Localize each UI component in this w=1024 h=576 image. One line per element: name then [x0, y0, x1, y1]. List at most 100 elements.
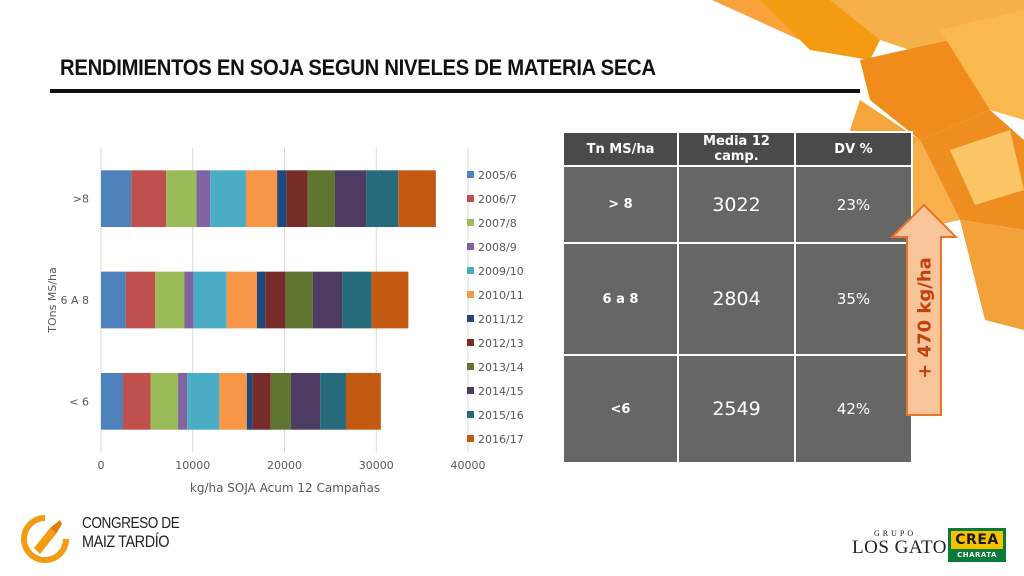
x-axis-label: kg/ha SOJA Acum 12 Campañas: [190, 481, 380, 495]
bar-segment: [184, 271, 194, 329]
row-mean: 2549: [677, 354, 796, 464]
table-row: 6 a 8 2804 35%: [562, 242, 913, 356]
legend-swatch: [467, 435, 474, 442]
bar-segment: [334, 170, 367, 228]
bar-segment: [265, 271, 286, 329]
legend-label: 2006/7: [478, 193, 517, 206]
crea-logo: CREA CHARATA: [948, 528, 1006, 562]
bar-segment: [286, 170, 308, 228]
bar-segment: [252, 372, 271, 430]
legend-swatch: [467, 315, 474, 322]
los-gatos-logo: LOS GATOS: [852, 537, 959, 558]
table-header-cell: Media 12 camp.: [677, 131, 796, 167]
summary-table: Tn MS/ha Media 12 camp. DV % > 8 3022 23…: [562, 131, 913, 464]
legend-label: 2014/15: [478, 385, 524, 398]
row-dv: 35%: [794, 242, 913, 356]
x-tick-label: 10000: [175, 459, 210, 472]
bar-segment: [270, 372, 291, 430]
bar-segment: [131, 170, 167, 228]
legend-swatch: [467, 243, 474, 250]
corn-logo-icon: [21, 515, 69, 563]
category-label: < 6: [69, 395, 89, 408]
bar-segment: [277, 170, 287, 228]
row-mean: 2804: [677, 242, 796, 356]
bar-segment: [307, 170, 335, 228]
legend-label: 2013/14: [478, 361, 524, 374]
bar-segment: [290, 372, 321, 430]
bar-segment: [320, 372, 346, 430]
table-header-cell: Tn MS/ha: [562, 131, 679, 167]
grupo-label: GRUPO: [874, 529, 917, 538]
legend-swatch: [467, 195, 474, 202]
legend-swatch: [467, 411, 474, 418]
crea-logo-text: CREA: [951, 531, 1003, 549]
legend-label: 2012/13: [478, 337, 524, 350]
bar-segment: [285, 271, 313, 329]
row-level: 6 a 8: [562, 242, 679, 356]
bar-segment: [371, 271, 409, 329]
bar-segment: [226, 271, 257, 329]
legend-label: 2009/10: [478, 265, 524, 278]
bar-segment: [345, 372, 381, 430]
bar-segment: [256, 271, 266, 329]
bar-segment: [101, 271, 126, 329]
x-tick-label: 0: [98, 459, 105, 472]
legend-label: 2015/16: [478, 409, 524, 422]
bar-segment: [342, 271, 372, 329]
row-dv: 42%: [794, 354, 913, 464]
bar-segment: [166, 170, 197, 228]
bar-segment: [246, 372, 253, 430]
bar-segment: [150, 372, 179, 430]
legend-label: 2010/11: [478, 289, 524, 302]
logo-line-1: CONGRESO DE: [82, 515, 180, 532]
bar-segment: [245, 170, 278, 228]
legend-swatch: [467, 339, 474, 346]
bar-segment: [398, 170, 436, 228]
legend-label: 2005/6: [478, 169, 517, 182]
table-row: > 8 3022 23%: [562, 165, 913, 244]
bar-segment: [123, 372, 151, 430]
title-underline: [50, 89, 860, 93]
charata-label: CHARATA: [957, 551, 997, 559]
bar-segment: [219, 372, 247, 430]
row-level: <6: [562, 354, 679, 464]
table-header-cell: DV %: [794, 131, 913, 167]
bar-segment: [101, 372, 124, 430]
legend-swatch: [467, 387, 474, 394]
slide-title: RENDIMIENTOS EN SOJA SEGUN NIVELES DE MA…: [60, 55, 656, 80]
bar-segment: [178, 372, 188, 430]
bar-segment: [101, 170, 132, 228]
logo-line-2: MAIZ TARDÍO: [82, 532, 170, 551]
x-tick-label: 40000: [451, 459, 486, 472]
legend-swatch: [467, 291, 474, 298]
row-mean: 3022: [677, 165, 796, 244]
x-tick-label: 30000: [359, 459, 394, 472]
legend-swatch: [467, 267, 474, 274]
congreso-logo: CONGRESO DE MAIZ TARDÍO: [20, 512, 190, 564]
bar-segment: [210, 170, 246, 228]
up-arrow-icon: [890, 203, 958, 416]
legend-swatch: [467, 171, 474, 178]
yield-difference-label: + 470 kg/ha: [914, 257, 936, 379]
row-dv: 23%: [794, 165, 913, 244]
bar-segment: [312, 271, 343, 329]
bar-segment: [193, 271, 227, 329]
bar-segment: [155, 271, 185, 329]
x-tick-label: 20000: [267, 459, 302, 472]
bar-segment: [366, 170, 399, 228]
legend-label: 2008/9: [478, 241, 517, 254]
category-label: >8: [73, 193, 89, 206]
legend-swatch: [467, 219, 474, 226]
legend-label: 2016/17: [478, 433, 524, 446]
bar-segment: [187, 372, 220, 430]
y-axis-label: TOns MS/ha: [46, 267, 59, 333]
legend-label: 2007/8: [478, 217, 517, 230]
bar-segment: [196, 170, 211, 228]
bar-segment: [125, 271, 156, 329]
legend-swatch: [467, 363, 474, 370]
category-label: 6 A 8: [60, 294, 89, 307]
table-row: <6 2549 42%: [562, 354, 913, 464]
row-level: > 8: [562, 165, 679, 244]
legend-label: 2011/12: [478, 313, 524, 326]
